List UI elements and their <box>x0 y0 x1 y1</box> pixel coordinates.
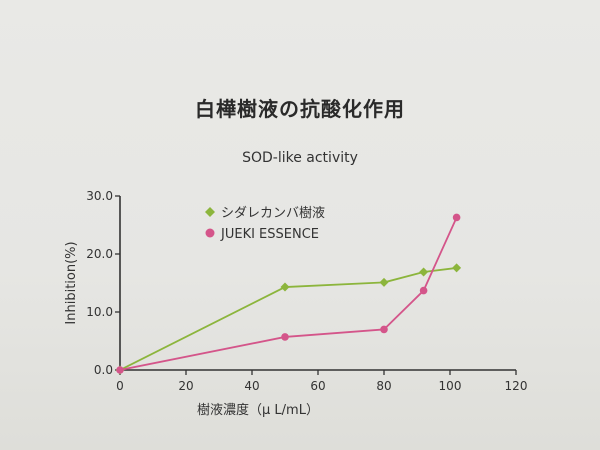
x-tick-label: 20 <box>178 379 193 393</box>
series-line-1 <box>119 267 457 371</box>
x-tick-label: 60 <box>310 379 325 393</box>
data-point-diamond <box>379 277 389 287</box>
x-tick-label: 100 <box>439 379 462 393</box>
data-point-diamond <box>419 267 429 277</box>
data-point-diamond <box>280 282 290 292</box>
data-point-circle <box>419 286 428 295</box>
data-point-circle <box>281 333 289 341</box>
y-tick-label: 30.0 <box>86 189 113 203</box>
legend-marker-circle <box>205 228 215 238</box>
x-tick-label: 0 <box>116 379 124 393</box>
legend-label: JUEKI ESSENCE <box>220 227 319 242</box>
x-tick-label: 80 <box>376 379 391 393</box>
data-point-circle <box>116 366 124 374</box>
data-point-circle <box>452 213 461 222</box>
y-axis-label: Inhibition(%) <box>64 241 79 324</box>
y-tick-label: 0.0 <box>94 363 113 377</box>
y-tick-label: 10.0 <box>86 305 113 319</box>
chart-subtitle: SOD-like activity <box>242 150 358 166</box>
data-point-diamond <box>452 263 462 273</box>
page-title: 白樺樹液の抗酸化作用 <box>195 97 405 121</box>
x-tick-label: 120 <box>505 379 528 393</box>
legend-label: シダレカンバ樹液 <box>221 206 325 221</box>
x-tick-label: 40 <box>244 379 259 393</box>
legend-marker-diamond <box>205 207 215 217</box>
y-tick-label: 20.0 <box>86 247 113 261</box>
x-axis-label: 樹液濃度（μ L/mL） <box>197 402 319 418</box>
data-point-circle <box>380 325 388 334</box>
